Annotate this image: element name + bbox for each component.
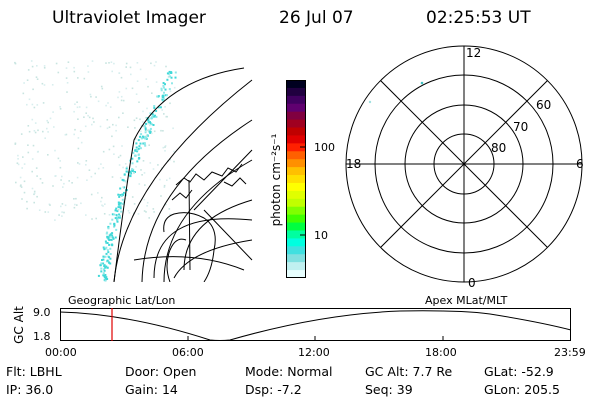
timeline-axis-label: GC Alt	[12, 306, 26, 344]
status-ip: IP: 36.0	[6, 382, 54, 397]
status-seq: Seq: 39	[365, 382, 413, 397]
app-title: Ultraviolet Imager	[52, 8, 206, 28]
polar-plot	[345, 45, 583, 283]
timeline-y-min: 1.8	[33, 330, 51, 343]
timeline-tick-0600: 06:00	[172, 346, 204, 359]
mlt-label-6: 6	[576, 157, 584, 171]
status-glat: GLat: -52.9	[484, 364, 554, 379]
geographic-title: Geographic Lat/Lon	[68, 294, 176, 307]
mlt-label-18: 18	[346, 157, 362, 171]
status-dsp: Dsp: -7.2	[245, 382, 302, 397]
colorbar	[286, 80, 306, 278]
colorbar-unit-label: photon cm⁻²s⁻¹	[269, 133, 283, 227]
status-mode: Mode: Normal	[245, 364, 333, 379]
header-date: 26 Jul 07	[279, 8, 354, 28]
apex-title: Apex MLat/MLT	[425, 294, 508, 307]
mlt-label-0: 0	[468, 276, 476, 290]
geographic-image-panel	[14, 60, 253, 282]
colorbar-tick-100: 100	[314, 141, 335, 154]
coastline-outline	[163, 163, 247, 282]
status-gain: Gain: 14	[125, 382, 178, 397]
status-door: Door: Open	[125, 364, 197, 379]
altitude-timeline	[60, 308, 572, 341]
timeline-tick-1800: 18:00	[425, 346, 457, 359]
timeline-y-max: 9.0	[33, 306, 51, 319]
mlt-label-12: 12	[466, 46, 482, 60]
colorbar-tick-10: 10	[314, 229, 328, 242]
header-time: 02:25:53 UT	[426, 8, 531, 28]
lat-label-80: 80	[491, 141, 507, 155]
status-glon: GLon: 205.5	[484, 382, 560, 397]
timeline-tick-2359: 23:59	[554, 346, 586, 359]
timeline-tick-1200: 12:00	[298, 346, 330, 359]
lat-label-60: 60	[536, 98, 552, 112]
geographic-grid	[113, 67, 253, 282]
status-gc-alt: GC Alt: 7.7 Re	[365, 364, 453, 379]
aurora-emission-dots	[14, 60, 177, 282]
lat-label-70: 70	[513, 120, 529, 134]
status-flt: Flt: LBHL	[6, 364, 62, 379]
timeline-tick-0000: 00:00	[45, 346, 77, 359]
